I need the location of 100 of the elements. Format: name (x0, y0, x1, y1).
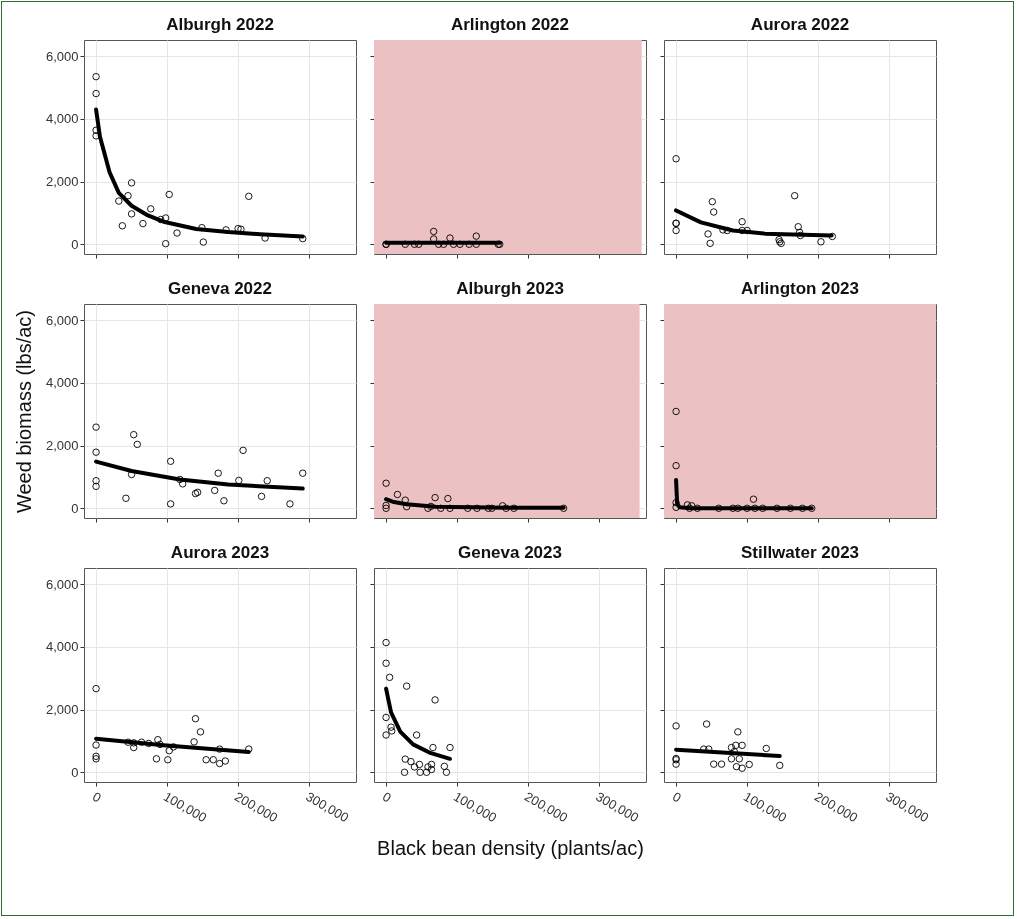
point (401, 755, 409, 763)
point (437, 504, 445, 512)
point (92, 423, 100, 431)
point (92, 752, 100, 760)
point (828, 232, 836, 241)
point (299, 234, 307, 243)
point (286, 500, 294, 508)
point (415, 760, 424, 769)
point (382, 713, 390, 722)
point (214, 469, 222, 477)
point (449, 240, 458, 248)
point (382, 501, 390, 510)
point (165, 190, 173, 199)
point (672, 155, 680, 163)
point (190, 738, 198, 746)
y-axis-title: Weed biomass (lbs/ac) (12, 309, 35, 514)
point (402, 682, 411, 690)
line-series (94, 459, 305, 491)
point (456, 240, 464, 248)
point (427, 765, 436, 774)
point (727, 755, 736, 763)
y-tick-label: 4,000 (45, 111, 79, 127)
point (710, 760, 718, 768)
point (427, 760, 436, 769)
point (387, 723, 395, 731)
point (439, 240, 448, 248)
point (751, 504, 759, 512)
point (165, 746, 173, 755)
point (693, 504, 702, 512)
point (672, 722, 680, 730)
point (786, 504, 795, 512)
point (92, 482, 100, 491)
point (745, 760, 753, 769)
point (672, 503, 680, 512)
point (157, 215, 165, 224)
point (734, 728, 742, 736)
point (130, 739, 138, 747)
point (672, 461, 680, 470)
x-axis-title: Black bean density (plants/ac) (377, 837, 644, 860)
point (798, 504, 807, 512)
point (173, 229, 181, 237)
point (237, 225, 245, 233)
point (559, 504, 568, 512)
point (169, 743, 178, 751)
point (235, 476, 243, 485)
point (156, 740, 164, 749)
chart-title: Geneva 2023 (458, 543, 562, 562)
point (92, 72, 100, 81)
point (685, 504, 694, 512)
point (444, 494, 452, 503)
point (415, 240, 423, 248)
point (488, 504, 496, 512)
point (257, 492, 266, 501)
point (122, 494, 130, 502)
point (166, 500, 175, 508)
point (220, 497, 228, 505)
point (429, 227, 438, 236)
point (738, 226, 746, 235)
point (412, 731, 421, 739)
point (484, 504, 493, 512)
point (401, 240, 409, 248)
point (704, 230, 712, 238)
point (464, 504, 472, 512)
point (245, 192, 253, 201)
y-tick-label: 2,000 (45, 438, 79, 454)
point (431, 696, 439, 704)
point (672, 498, 680, 507)
point (749, 495, 758, 503)
x-tick-label: 0 (670, 788, 684, 806)
chart-title: Geneva 2022 (168, 279, 272, 298)
point (209, 756, 217, 764)
point (734, 504, 742, 512)
y-tick-label: 4,000 (45, 639, 79, 655)
point (191, 715, 200, 723)
point (446, 743, 454, 752)
point (672, 226, 680, 235)
point (472, 240, 480, 248)
point (708, 197, 716, 206)
point (717, 760, 726, 768)
point (382, 638, 390, 647)
point (221, 757, 230, 765)
y-tick-label: 0 (71, 764, 79, 780)
point (776, 761, 784, 770)
point (710, 208, 718, 216)
point (416, 768, 424, 776)
point (400, 768, 409, 776)
point (382, 504, 390, 512)
y-tick-label: 4,000 (45, 375, 79, 391)
point (735, 755, 743, 763)
y-tick-label: 6,000 (45, 48, 79, 64)
point (738, 218, 746, 226)
y-tick-label: 6,000 (45, 576, 79, 592)
point (510, 504, 518, 512)
point (299, 469, 307, 477)
point (794, 223, 802, 231)
point (706, 239, 714, 248)
point (410, 763, 419, 771)
point (743, 504, 751, 512)
point (672, 407, 680, 416)
point (714, 504, 723, 512)
